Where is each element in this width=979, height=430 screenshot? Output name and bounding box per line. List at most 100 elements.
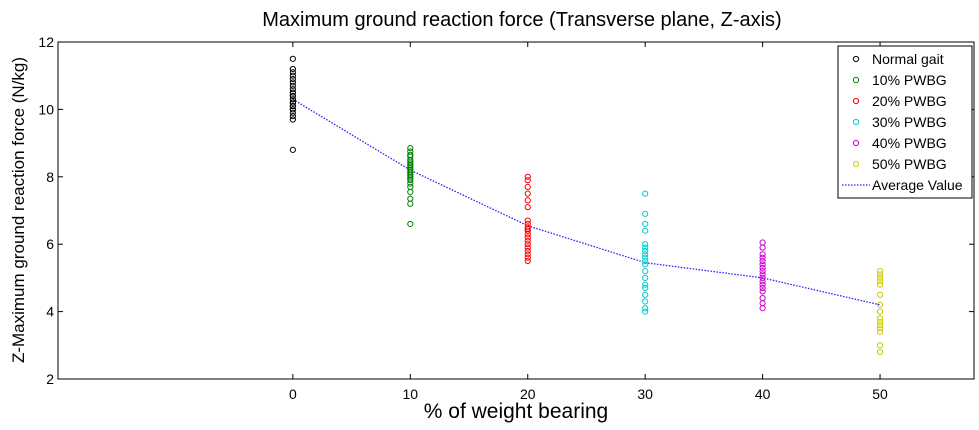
data-point: [642, 244, 649, 251]
legend-label: 10% PWBG: [872, 72, 947, 88]
data-point: [759, 261, 766, 268]
average-line-layer: [292, 98, 881, 306]
data-point: [289, 99, 296, 106]
legend-marker: [852, 97, 860, 105]
data-point: [642, 210, 649, 217]
data-point: [524, 244, 531, 251]
data-point: [524, 183, 531, 191]
data-point: [524, 247, 531, 255]
data-point: [759, 288, 766, 295]
data-point: [759, 264, 766, 271]
data-point: [289, 113, 296, 120]
legend-label: Average Value: [872, 177, 963, 193]
y-tick-label: 6: [46, 236, 54, 252]
data-point: [524, 234, 531, 241]
x-tick-label: 20: [520, 386, 536, 402]
data-point: [642, 220, 649, 228]
data-point: [642, 247, 649, 255]
data-point: [759, 271, 766, 278]
data-point: [289, 69, 296, 76]
y-tick-label: 2: [46, 371, 54, 387]
legend-marker: [852, 55, 860, 63]
data-point: [876, 291, 884, 298]
data-point: [642, 308, 649, 315]
data-point: [524, 173, 531, 180]
data-point: [642, 281, 649, 288]
data-point: [289, 55, 296, 62]
y-axis-label: Z-Maximum ground reaction force (N/kg): [9, 57, 28, 363]
legend-marker: [852, 76, 860, 84]
data-point: [642, 305, 649, 312]
data-point: [876, 315, 884, 322]
legend-label: 50% PWBG: [872, 156, 947, 172]
data-point: [642, 254, 649, 261]
data-point: [289, 106, 296, 113]
x-tick-label: 10: [403, 386, 419, 402]
data-point: [289, 102, 296, 110]
data-point: [876, 278, 884, 285]
data-point: [407, 177, 414, 184]
data-point: [289, 82, 296, 89]
data-point: [759, 305, 766, 312]
data-point: [524, 177, 531, 184]
data-point: [289, 86, 296, 93]
data-point: [289, 109, 296, 116]
y-tick-label: 10: [38, 101, 54, 117]
data-point: [524, 254, 531, 261]
data-point: [524, 237, 531, 244]
data-point: [524, 190, 531, 197]
data-point: [642, 298, 649, 305]
legend: Normal gait 10% PWBG 20% PWBG 30% PWBG 40% P…: [837, 45, 973, 199]
data-point: [524, 197, 531, 204]
data-point: [759, 274, 766, 281]
data-point: [289, 75, 296, 83]
data-point: [407, 145, 414, 152]
data-point: [759, 251, 766, 258]
scatter-points: [289, 55, 884, 356]
data-point: [642, 268, 649, 275]
data-point: [524, 241, 531, 248]
data-point: [642, 291, 649, 298]
x-tick-label: 30: [637, 386, 653, 402]
y-tick-label: 8: [46, 169, 54, 185]
data-point: [642, 227, 649, 234]
data-point: [759, 254, 766, 261]
data-point: [642, 284, 649, 292]
x-tick-label: 40: [755, 386, 771, 402]
plot-area: [57, 41, 975, 380]
series-50-pwbg: [876, 268, 884, 356]
data-point: [407, 200, 414, 207]
x-axis-label: % of weight bearing: [424, 400, 608, 423]
data-point: [407, 180, 414, 187]
data-point: [407, 220, 414, 228]
series-20-pwbg: [524, 173, 531, 265]
data-point: [759, 244, 766, 251]
average-value-line: [292, 98, 881, 306]
data-point: [289, 89, 296, 96]
data-point: [876, 268, 884, 275]
data-point: [642, 257, 649, 265]
data-point: [289, 72, 296, 79]
data-point: [876, 342, 884, 349]
data-point: [759, 284, 766, 292]
data-point: [289, 146, 296, 153]
data-point: [289, 96, 296, 103]
data-point: [524, 251, 531, 258]
legend-label: Normal gait: [872, 51, 944, 67]
data-point: [876, 318, 884, 325]
data-point: [876, 328, 884, 335]
data-point: [876, 348, 884, 356]
data-point: [289, 116, 296, 123]
legend-label: 30% PWBG: [872, 114, 947, 130]
data-point: [759, 281, 766, 288]
data-point: [289, 92, 296, 100]
data-point: [876, 321, 884, 329]
x-tick-label: 50: [872, 386, 888, 402]
axis-ticks: 0 10 20 30 40 50 2 4 6 8 10 12: [38, 34, 974, 402]
series-30-pwbg: [642, 190, 649, 315]
data-point: [876, 281, 884, 288]
legend-marker: [852, 118, 860, 126]
data-point: [876, 301, 884, 308]
